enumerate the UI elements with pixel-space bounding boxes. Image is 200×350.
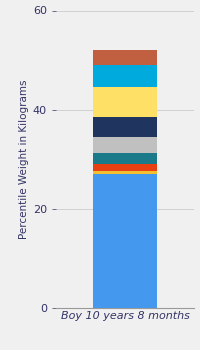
Y-axis label: Percentile Weight in Kilograms: Percentile Weight in Kilograms [19, 79, 29, 239]
Bar [93, 65, 157, 88]
Bar [93, 50, 157, 65]
Bar [93, 88, 157, 117]
Bar [93, 171, 157, 174]
Bar [93, 137, 157, 153]
Bar [93, 174, 157, 308]
Bar [93, 153, 157, 164]
Bar [93, 117, 157, 137]
Bar [93, 164, 157, 171]
